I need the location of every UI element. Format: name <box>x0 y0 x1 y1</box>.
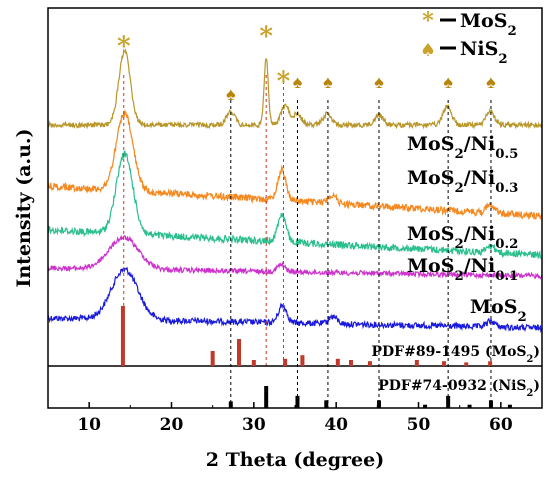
reference-stick <box>414 360 419 366</box>
series-label-1: MoS2/Ni0.1 <box>407 255 518 284</box>
series-line-0 <box>47 266 543 334</box>
reference-stick <box>210 351 215 366</box>
reference-stick <box>446 395 451 408</box>
series-line-1 <box>47 234 543 281</box>
reference-stick <box>264 386 269 408</box>
reference-label-1: PDF#74-0932 (NiS2) <box>378 378 540 399</box>
reference-stick <box>120 306 125 366</box>
reference-stick <box>324 400 329 408</box>
x-tick-label: 10 <box>77 415 101 435</box>
reference-stick <box>228 401 233 408</box>
mos2-asterisk-marker: * <box>117 32 131 62</box>
series-label-2: MoS2/Ni0.2 <box>407 223 518 252</box>
x-axis-title: 2 Theta (degree) <box>206 449 384 471</box>
reference-stick <box>488 400 493 408</box>
series-label-0: MoS2 <box>470 296 527 325</box>
mos2-asterisk-marker: * <box>277 67 291 97</box>
legend-asterisk-icon: * <box>422 8 434 34</box>
legend-spade-icon: ♠ <box>420 40 436 61</box>
plot-area: MoS2 MoS2/Ni0.1 MoS2/Ni0.2 MoS2/Ni0.3 MoS2/N… <box>13 7 543 471</box>
reference-stick <box>423 404 428 408</box>
reference-stick <box>237 339 242 366</box>
nis2-spade-marker: ♠ <box>374 72 384 92</box>
mos2-asterisk-marker: * <box>259 22 273 52</box>
legend-label-0: MoS2 <box>460 10 517 39</box>
reference-stick <box>300 355 305 366</box>
reference-stick <box>295 395 300 408</box>
reference-stick <box>442 361 447 366</box>
nis2-spade-marker: ♠ <box>293 72 303 92</box>
nis2-spade-marker: ♠ <box>226 84 236 104</box>
reference-stick <box>251 360 256 366</box>
nis2-spade-marker: ♠ <box>323 72 333 92</box>
reference-stick <box>464 362 469 366</box>
nis2-spade-marker: ♠ <box>486 72 496 92</box>
nis2-spade-marker: ♠ <box>443 72 453 92</box>
reference-stick <box>367 361 372 366</box>
reference-stick <box>467 404 472 408</box>
reference-label-0: PDF#89-1495 (MoS2) <box>372 344 541 365</box>
reference-stick <box>335 358 340 366</box>
x-tick-label: 20 <box>160 415 184 435</box>
series-label-3: MoS2/Ni0.3 <box>407 167 518 196</box>
x-tick-label: 30 <box>242 415 266 435</box>
series-line-4 <box>47 47 543 130</box>
x-tick-label: 60 <box>489 415 513 435</box>
series-label-4: MoS2/Ni0.5 <box>407 133 518 162</box>
reference-stick <box>283 358 288 366</box>
reference-stick <box>507 404 512 408</box>
reference-stick <box>488 361 493 366</box>
series-line-3 <box>47 110 543 221</box>
x-tick-label: 50 <box>407 415 431 435</box>
x-tick-label: 40 <box>324 415 348 435</box>
series-line-2 <box>47 150 543 260</box>
reference-stick <box>376 400 381 408</box>
reference-stick <box>348 360 353 366</box>
y-axis-title: Intensity (a.u.) <box>13 128 35 287</box>
legend-label-1: NiS2 <box>460 38 508 67</box>
